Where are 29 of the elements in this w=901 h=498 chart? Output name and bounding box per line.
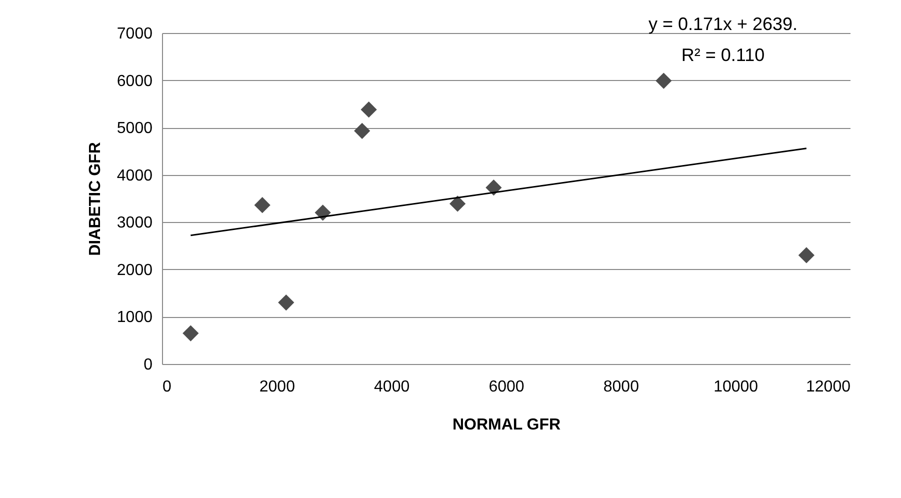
- point: [354, 122, 370, 139]
- y-tick-label: 3000: [116, 214, 153, 232]
- point: [360, 102, 377, 118]
- point: [486, 180, 502, 196]
- x-tick-label: 2000: [259, 378, 296, 396]
- y-axis-title: DIABETIC GFR: [86, 142, 104, 256]
- point: [449, 196, 466, 212]
- annotation: y = 0.171x + 2639.: [648, 14, 798, 34]
- y-tick-label: 2000: [116, 262, 153, 279]
- x-tick-label: 4000: [374, 378, 410, 396]
- y-tick-label: 4000: [116, 167, 153, 184]
- x-tick-label: 0: [162, 378, 172, 396]
- y-tick-label: 1000: [116, 309, 153, 326]
- point: [656, 72, 672, 89]
- y-tick-label: 5000: [116, 120, 153, 138]
- x-tick-label: 8000: [603, 378, 640, 396]
- x-tick-label: 10000: [714, 378, 758, 396]
- x-axis-title: NORMAL GFR: [452, 416, 562, 434]
- point: [798, 247, 814, 264]
- point: [254, 197, 270, 214]
- y-tick-label: 0: [144, 356, 153, 374]
- x-tick-label: 6000: [488, 378, 524, 396]
- point: [278, 294, 294, 311]
- y-tick-label: 6000: [116, 72, 153, 90]
- point: [314, 204, 331, 221]
- y-tick-label: 7000: [116, 26, 153, 42]
- annotation: R² = 0.110: [681, 45, 765, 65]
- x-tick-label: 12000: [806, 378, 851, 396]
- point: [182, 325, 199, 342]
